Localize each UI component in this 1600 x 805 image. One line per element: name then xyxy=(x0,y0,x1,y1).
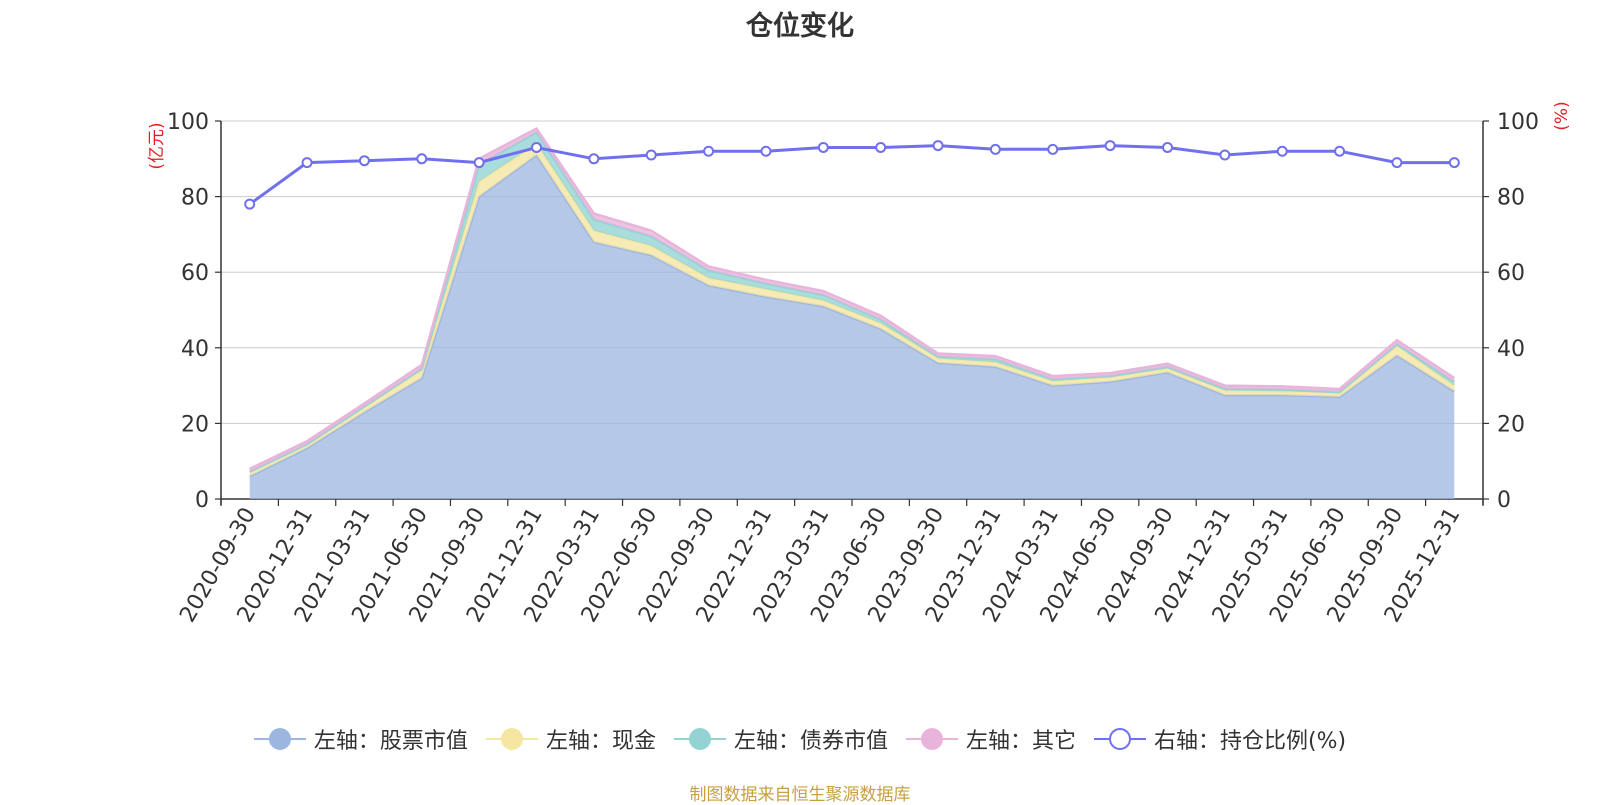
right-axis-tick-label: 40 xyxy=(1497,337,1525,362)
ratio-point xyxy=(875,141,887,153)
right-axis-unit: (%) xyxy=(1552,101,1572,130)
legend-item-bond[interactable]: 左轴：债券市值 xyxy=(673,723,888,755)
ratio-point xyxy=(531,141,542,153)
left-axis-tick-label: 20 xyxy=(181,412,209,437)
left-axis-unit: (亿元) xyxy=(147,122,167,169)
right-axis-tick-label: 60 xyxy=(1497,261,1525,286)
legend-stock-icon xyxy=(253,727,306,751)
chart-title: 仓位变化 xyxy=(746,11,854,42)
ratio-point xyxy=(588,153,600,165)
legend-cash-icon xyxy=(485,727,538,751)
ratio-point xyxy=(645,149,657,161)
left-axis-tick-label: 40 xyxy=(181,337,209,362)
ratio-point xyxy=(473,157,485,169)
ratio-point xyxy=(1162,141,1173,153)
ratio-point xyxy=(1276,145,1288,157)
legend-bond-label: 左轴：债券市值 xyxy=(733,729,888,754)
ratio-point xyxy=(358,155,370,167)
legend-other-icon xyxy=(905,727,958,751)
ratio-point xyxy=(1219,149,1231,161)
left-axis-tick-label: 0 xyxy=(195,488,209,513)
ratio-point xyxy=(416,153,428,165)
left-axis-tick-label: 80 xyxy=(181,186,209,211)
ratio-point xyxy=(760,145,772,157)
legend-other-label: 左轴：其它 xyxy=(965,729,1076,754)
ratio-point xyxy=(1391,157,1403,169)
right-axis-tick-label: 0 xyxy=(1497,488,1511,513)
legend-stock-label: 左轴：股票市值 xyxy=(313,729,468,754)
legend-ratio-icon xyxy=(1093,727,1146,751)
chart-legend: 左轴：股票市值 左轴：现金 左轴：债券市值 左轴：其它 右轴：持仓比例(%) xyxy=(0,723,1600,755)
right-axis-tick-label: 100 xyxy=(1497,110,1539,135)
left-axis-tick-label: 100 xyxy=(167,110,209,135)
legend-item-stock[interactable]: 左轴：股票市值 xyxy=(253,723,468,755)
ratio-point xyxy=(244,198,256,210)
ratio-point xyxy=(1104,140,1116,152)
ratio-point xyxy=(301,157,313,169)
ratio-point xyxy=(989,143,1001,155)
ratio-point xyxy=(703,145,715,157)
data-source-note: 制图数据来自恒生聚源数据库 xyxy=(689,785,911,805)
ratio-point xyxy=(1334,145,1346,157)
legend-item-other[interactable]: 左轴：其它 xyxy=(905,723,1076,755)
area-edge-other xyxy=(249,126,1455,470)
ratio-point xyxy=(1448,157,1460,169)
ratio-line xyxy=(248,144,1455,206)
legend-item-cash[interactable]: 左轴：现金 xyxy=(485,723,656,755)
right-axis-tick-label: 80 xyxy=(1497,186,1525,211)
ratio-point xyxy=(932,140,944,152)
legend-cash-label: 左轴：现金 xyxy=(545,729,656,754)
left-axis-tick-label: 60 xyxy=(181,261,209,286)
ratio-point xyxy=(1047,143,1059,155)
ratio-point xyxy=(817,141,829,153)
area-stock xyxy=(249,155,1455,499)
legend-bond-icon xyxy=(673,727,726,751)
right-axis-tick-label: 20 xyxy=(1497,412,1525,437)
legend-ratio-label: 右轴：持仓比例(%) xyxy=(1153,729,1347,754)
legend-item-ratio[interactable]: 右轴：持仓比例(%) xyxy=(1093,723,1347,755)
